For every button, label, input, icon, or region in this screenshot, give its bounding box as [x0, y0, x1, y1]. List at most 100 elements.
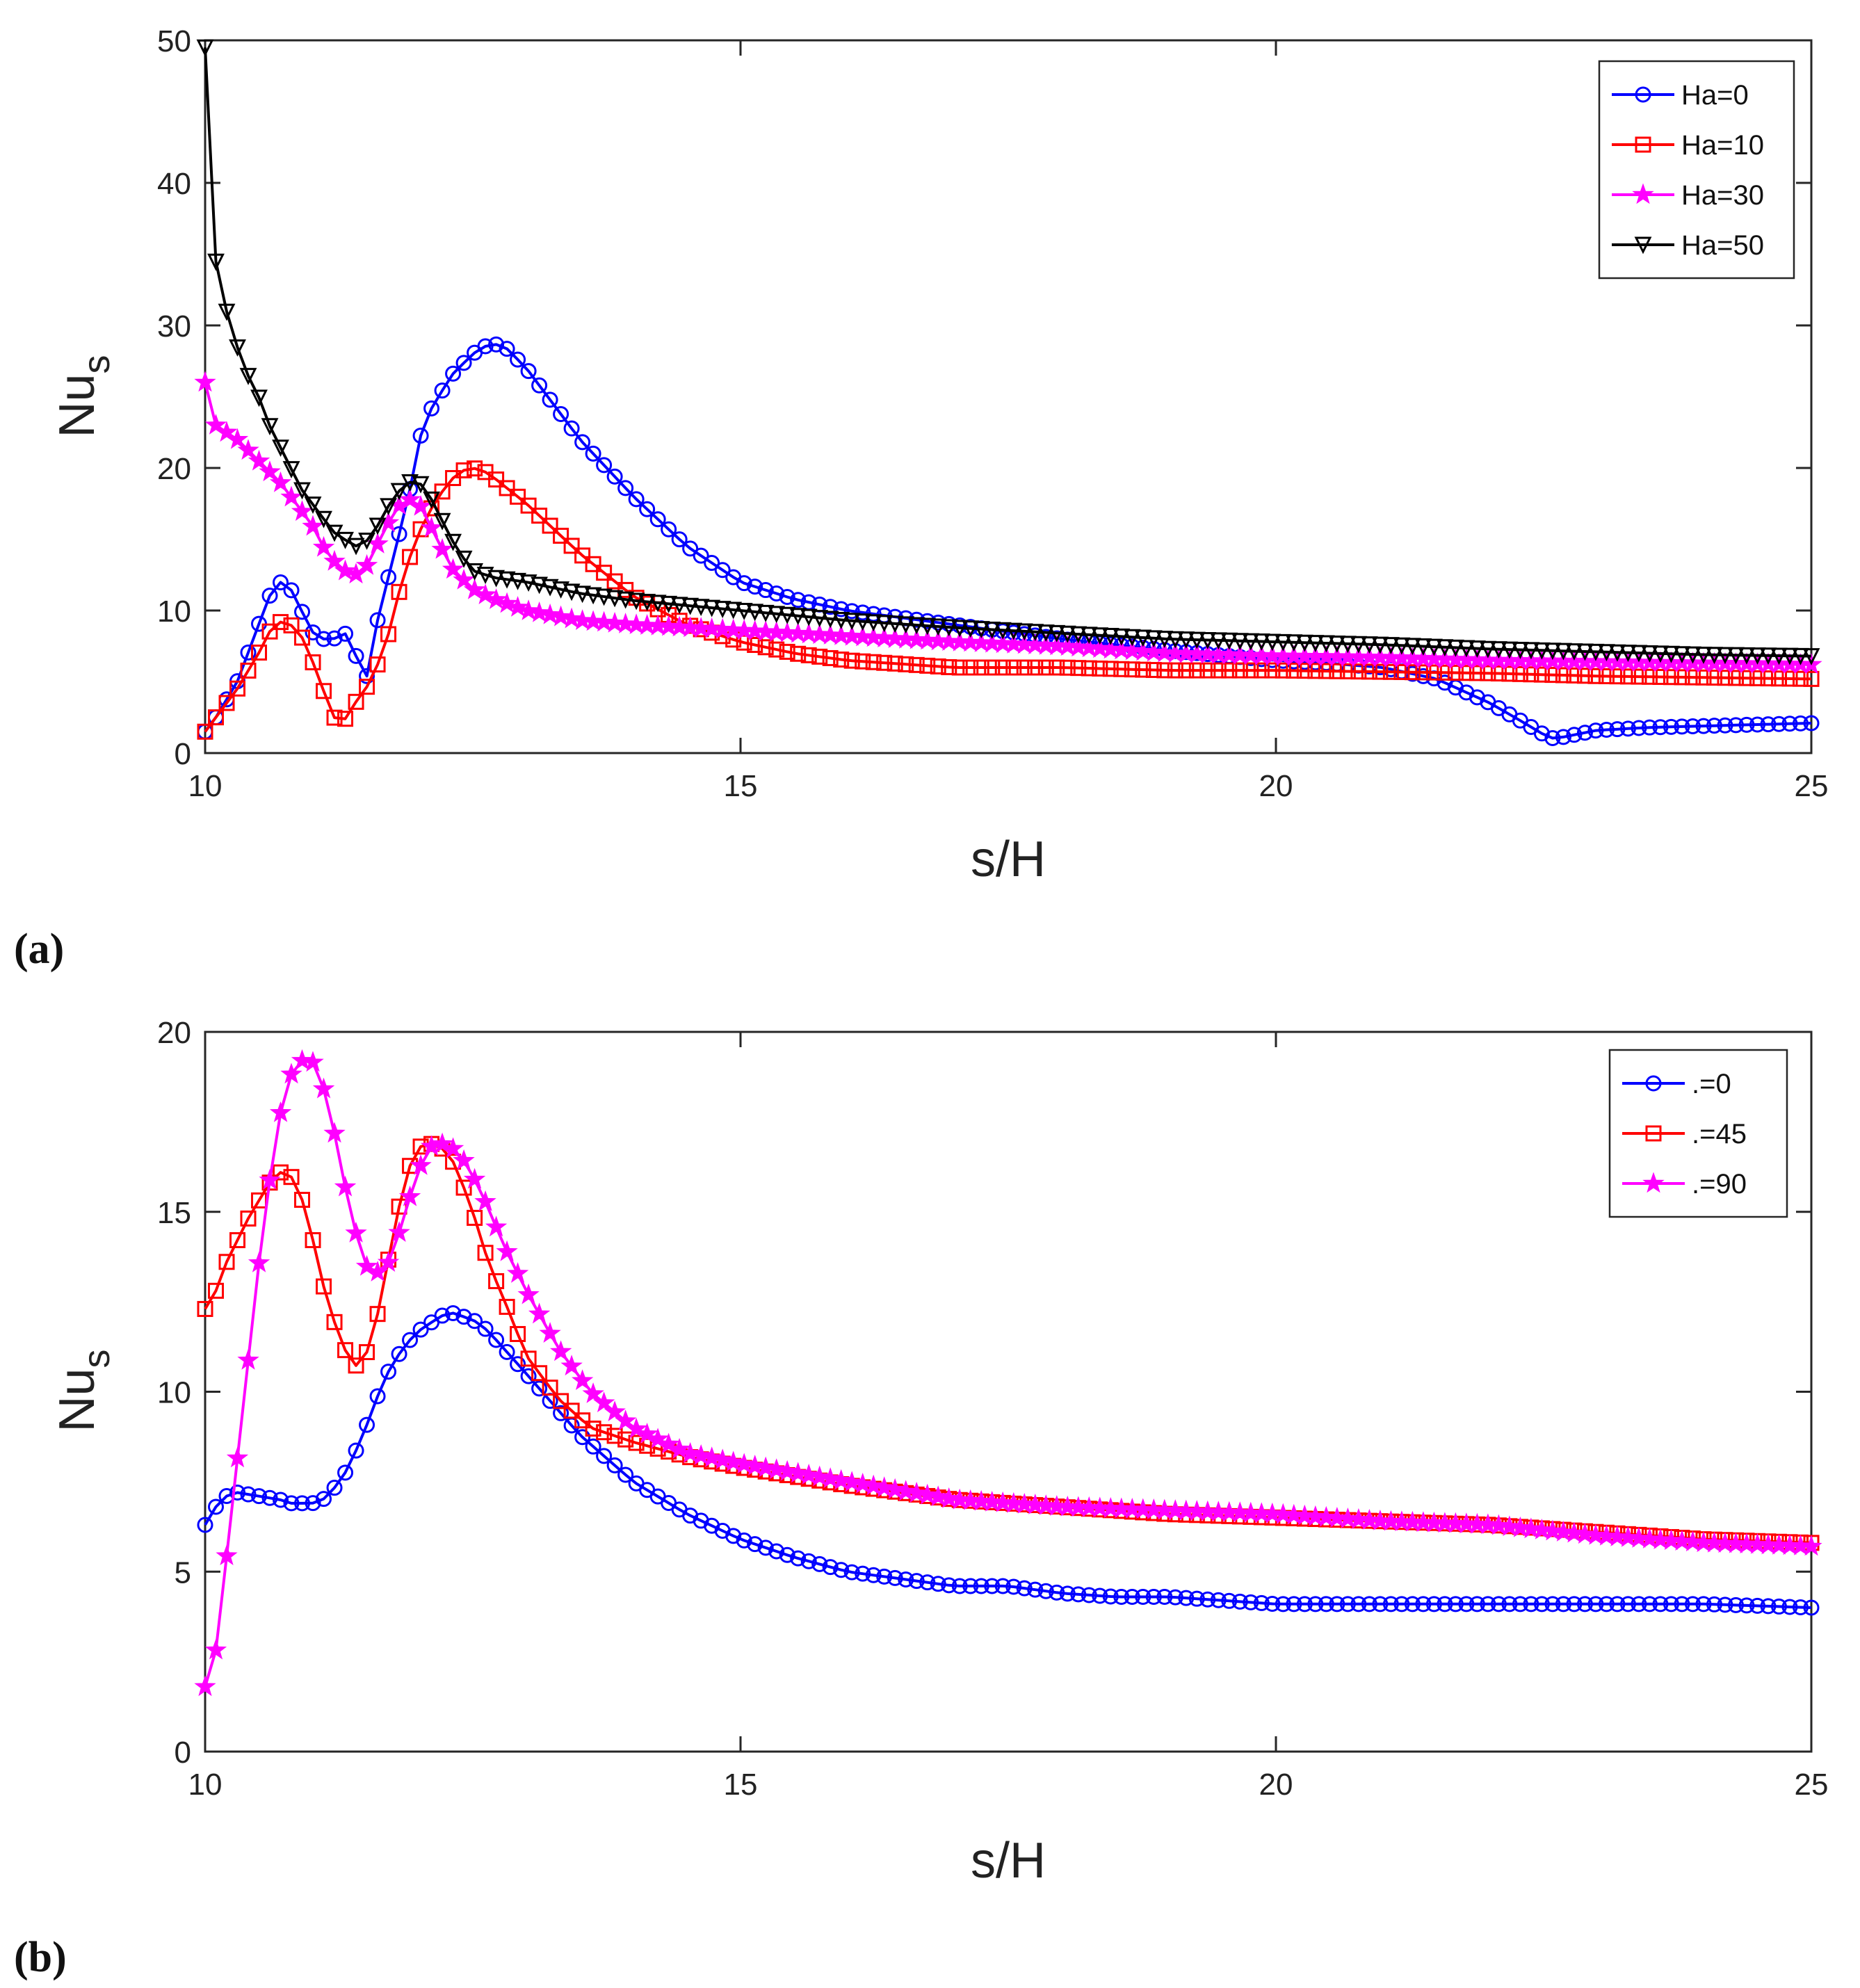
legend-item: Ha=30: [1612, 180, 1764, 211]
data-point: [628, 491, 645, 508]
data-point: [905, 1482, 928, 1503]
data-point: [1609, 721, 1626, 738]
data-point: [1587, 722, 1604, 739]
data-point: [811, 610, 829, 627]
data-point: [592, 611, 615, 632]
data-point: [1684, 1596, 1701, 1613]
data-point: [1738, 716, 1755, 733]
data-point: [1587, 1596, 1604, 1613]
data-point: [1631, 720, 1647, 736]
data-point: [1706, 1596, 1722, 1613]
data-point: [280, 1062, 302, 1084]
plot-area-b: [204, 1031, 1813, 1753]
data-point: [875, 615, 893, 633]
data-point: [463, 1167, 486, 1189]
data-point: [1619, 1596, 1636, 1613]
data-point: [348, 1357, 364, 1374]
data-point: [592, 1391, 615, 1412]
data-point: [560, 1355, 583, 1376]
data-point: [1339, 663, 1356, 679]
data-point: [972, 621, 990, 638]
data-point: [326, 1480, 343, 1496]
data-point: [380, 1364, 397, 1380]
data-point: [1124, 661, 1140, 678]
data-point: [606, 573, 623, 590]
y-tick-label: 20: [157, 1016, 191, 1050]
data-point: [1016, 1580, 1033, 1597]
data-point: [1372, 1596, 1389, 1613]
data-point: [908, 656, 925, 673]
series-line: [204, 467, 1812, 733]
data-point: [574, 1412, 591, 1429]
data-point: [1447, 1596, 1464, 1613]
data-point: [649, 511, 666, 528]
data-point: [679, 1441, 702, 1463]
data-point: [237, 1348, 259, 1370]
data-point: [337, 1464, 354, 1481]
data-point: [305, 1495, 321, 1512]
series-line: [204, 47, 1812, 658]
data-point: [553, 1393, 569, 1409]
data-point: [291, 1049, 314, 1070]
data-point: [617, 591, 635, 609]
data-point: [1318, 663, 1334, 679]
data-point: [1487, 1514, 1510, 1535]
data-point: [1576, 725, 1593, 741]
data-point: [423, 400, 440, 417]
data-point: [453, 1149, 475, 1170]
data-point: [617, 480, 634, 496]
data-point: [251, 644, 268, 661]
data-point: [531, 508, 548, 524]
data-point: [434, 382, 451, 399]
data-point: [1781, 647, 1799, 665]
data-point: [811, 648, 828, 665]
data-point: [1738, 670, 1755, 686]
y-tick-label: 10: [157, 1376, 191, 1410]
data-point: [1587, 668, 1604, 684]
data-point: [1415, 1596, 1432, 1613]
data-point: [455, 355, 472, 371]
data-point: [1587, 643, 1605, 661]
data-point: [510, 1356, 526, 1373]
y-axis-label-sub-a: s: [76, 355, 118, 373]
data-point: [1210, 1592, 1227, 1608]
data-point: [898, 656, 914, 672]
data-point: [273, 1492, 289, 1508]
data-point: [359, 1344, 375, 1361]
data-point: [240, 644, 257, 661]
data-point: [657, 1432, 680, 1454]
data-point: [442, 1137, 464, 1158]
legend-a: Ha=0 Ha=10 Ha=30 Ha=50: [1598, 60, 1795, 280]
data-point: [348, 693, 364, 710]
data-point: [1566, 667, 1583, 684]
data-point: [1469, 665, 1485, 681]
data-point: [1199, 631, 1217, 649]
data-point: [571, 609, 594, 631]
data-point: [1585, 1524, 1607, 1545]
data-point: [369, 612, 386, 629]
x-tick-label: 25: [1795, 769, 1829, 803]
data-point: [1361, 1596, 1377, 1613]
data-point: [1005, 659, 1022, 676]
data-point: [1544, 1596, 1561, 1613]
data-point: [197, 1300, 213, 1317]
data-point: [1760, 716, 1777, 733]
data-point: [1555, 729, 1571, 745]
data-point: [474, 1190, 496, 1211]
data-point: [595, 588, 613, 606]
data-point: [1295, 634, 1313, 652]
data-point: [229, 1232, 246, 1249]
data-point: [1457, 640, 1475, 658]
data-point: [197, 723, 213, 740]
data-point: [1350, 663, 1367, 680]
data-point: [520, 497, 537, 514]
data-point: [833, 601, 850, 617]
data-point: [1210, 662, 1227, 679]
data-point: [467, 1313, 483, 1330]
data-point: [714, 562, 731, 579]
data-point: [994, 1578, 1011, 1594]
data-point: [1501, 1596, 1518, 1613]
data-point: [962, 620, 980, 638]
data-point: [895, 1480, 917, 1501]
